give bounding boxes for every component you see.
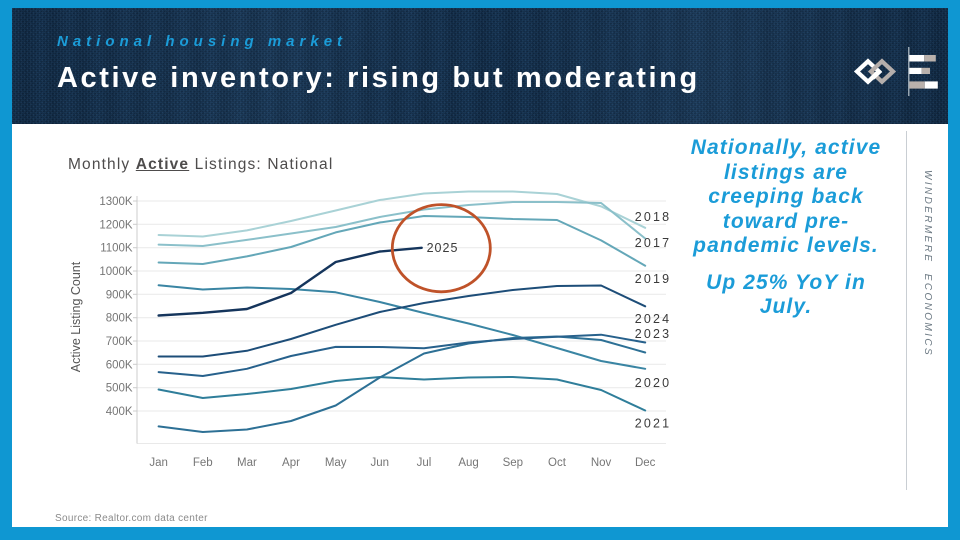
- svg-text:Mar: Mar: [237, 457, 257, 469]
- svg-text:2024: 2024: [635, 312, 672, 326]
- svg-text:1200K: 1200K: [99, 219, 133, 231]
- svg-text:700K: 700K: [106, 336, 133, 348]
- svg-text:500K: 500K: [106, 383, 133, 395]
- svg-text:Active Listing Count: Active Listing Count: [69, 261, 83, 372]
- svg-text:Jul: Jul: [417, 457, 432, 469]
- svg-text:2017: 2017: [635, 236, 672, 250]
- svg-text:Jan: Jan: [149, 457, 168, 469]
- svg-text:Sep: Sep: [503, 457, 523, 469]
- svg-text:1000K: 1000K: [99, 266, 133, 278]
- svg-text:Apr: Apr: [282, 457, 300, 469]
- svg-text:400K: 400K: [106, 406, 133, 418]
- svg-text:1100K: 1100K: [100, 243, 133, 255]
- svg-text:2021: 2021: [635, 416, 672, 430]
- svg-text:Dec: Dec: [635, 457, 656, 469]
- svg-text:900K: 900K: [106, 289, 133, 301]
- svg-text:Nov: Nov: [591, 457, 612, 469]
- svg-text:2019: 2019: [635, 272, 672, 286]
- svg-text:600K: 600K: [106, 359, 133, 371]
- svg-text:Oct: Oct: [548, 457, 567, 469]
- svg-text:Aug: Aug: [458, 457, 478, 469]
- svg-text:May: May: [325, 457, 347, 469]
- svg-text:Jun: Jun: [371, 457, 390, 469]
- svg-text:800K: 800K: [106, 313, 133, 325]
- svg-text:2023: 2023: [635, 327, 672, 341]
- svg-text:2020: 2020: [635, 376, 672, 390]
- svg-text:1300K: 1300K: [99, 196, 133, 208]
- svg-text:2025: 2025: [427, 241, 459, 255]
- svg-text:2018: 2018: [635, 210, 672, 224]
- svg-text:Feb: Feb: [193, 457, 213, 469]
